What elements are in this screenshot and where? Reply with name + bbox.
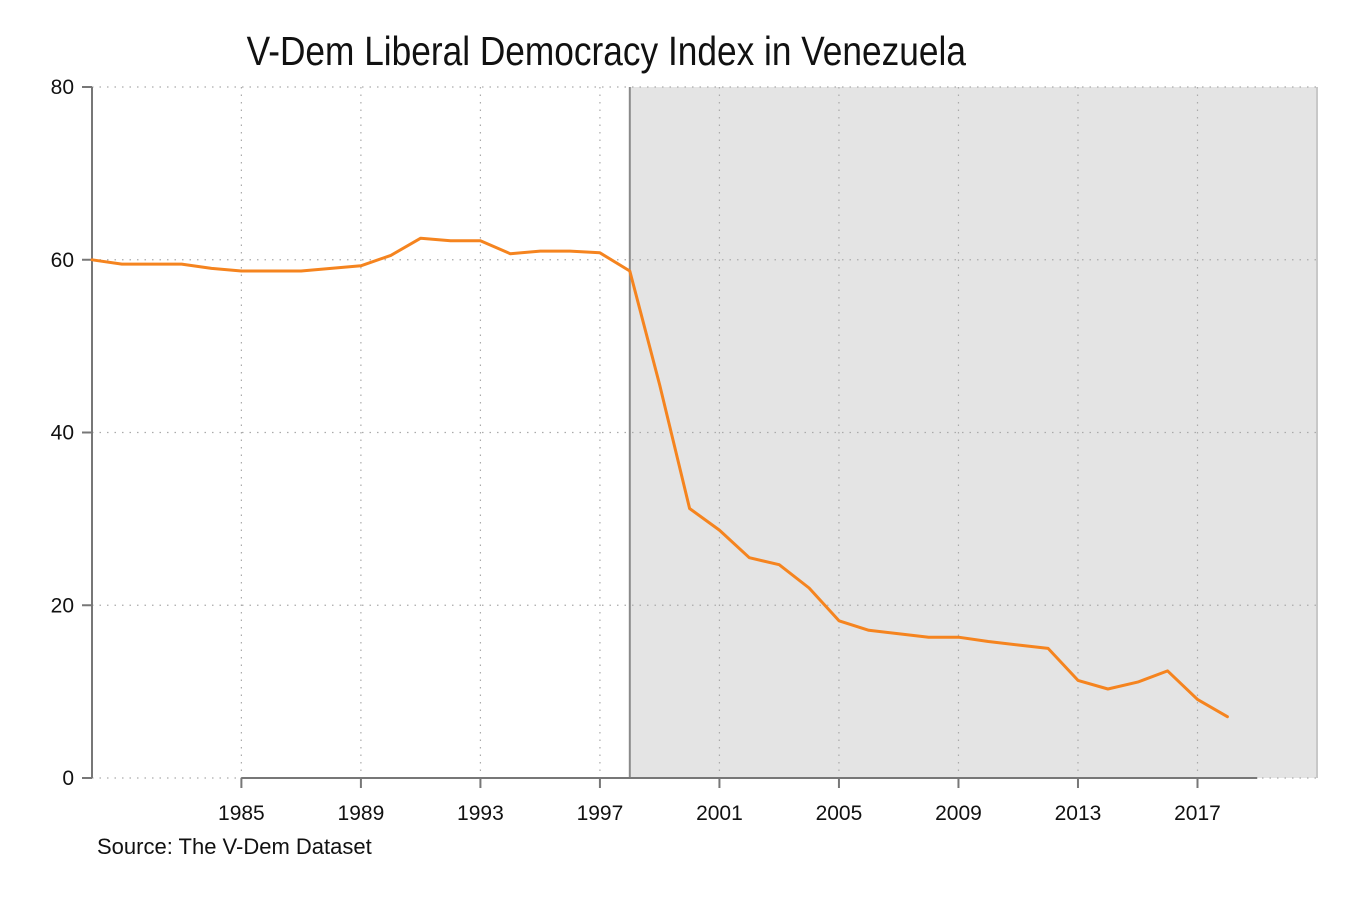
series-line <box>90 236 1229 719</box>
y-tick-label: 60 <box>51 249 74 272</box>
source-note: Source: The V-Dem Dataset <box>97 834 372 859</box>
highlight-region <box>629 87 1317 778</box>
x-tick-label: 2005 <box>816 802 863 825</box>
x-tick-label: 1993 <box>457 802 504 825</box>
x-tick-label: 1985 <box>218 802 265 825</box>
chart-title: V-Dem Liberal Democracy Index in Venezue… <box>246 28 966 74</box>
x-tick-label: 1989 <box>338 802 385 825</box>
y-tick-label: 40 <box>51 422 74 445</box>
x-tick-label: 2013 <box>1055 802 1102 825</box>
x-tick-label: 2017 <box>1174 802 1221 825</box>
y-tick-label: 80 <box>51 76 74 99</box>
y-tick-label: 0 <box>62 767 74 790</box>
x-tick-label: 1997 <box>577 802 624 825</box>
x-tick-label: 2009 <box>935 802 982 825</box>
x-tick-label: 2001 <box>696 802 743 825</box>
y-tick-label: 20 <box>51 594 74 617</box>
